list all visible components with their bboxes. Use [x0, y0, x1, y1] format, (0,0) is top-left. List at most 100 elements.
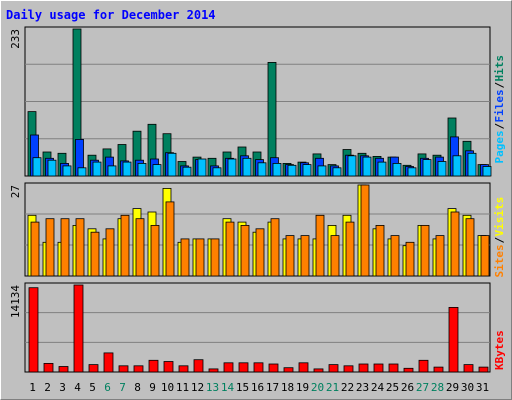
x-tick-label-30: 30 [461, 381, 474, 394]
x-tick-label-2: 2 [44, 381, 51, 394]
bar-pages-day-22 [347, 155, 357, 177]
legend-hits: Hits [493, 55, 506, 82]
legend-separator: / [493, 123, 506, 130]
bar-pages-day-12 [197, 158, 207, 177]
bar-sites-day-10 [165, 201, 175, 277]
bar-kbytes-day-20 [313, 368, 324, 373]
x-tick-label-5: 5 [89, 381, 96, 394]
bar-pages-day-2 [47, 159, 57, 177]
x-tick-label-19: 19 [296, 381, 309, 394]
bar-pages-day-11 [182, 166, 192, 177]
bar-kbytes-day-13 [208, 368, 219, 373]
bar-sites-day-4 [75, 218, 85, 277]
panel-kbytes [24, 282, 491, 373]
bar-kbytes-day-19 [298, 362, 309, 373]
bar-kbytes-day-10 [163, 361, 174, 373]
bar-sites-day-17 [270, 218, 280, 277]
bar-sites-day-29 [450, 211, 460, 277]
bar-pages-day-10 [167, 152, 177, 177]
bar-kbytes-day-1 [28, 287, 39, 373]
legend-separator: / [493, 237, 506, 244]
bar-sites-day-15 [240, 224, 250, 277]
bar-pages-day-7 [122, 161, 132, 177]
bar-pages-day-20 [317, 165, 327, 177]
legend-files: Files [493, 89, 506, 122]
chart-title: Daily usage for December 2014 [6, 8, 216, 22]
bar-pages-day-1 [32, 157, 42, 177]
bar-kbytes-day-17 [268, 363, 279, 373]
bar-pages-day-3 [62, 165, 72, 177]
x-tick-label-9: 9 [149, 381, 156, 394]
bar-sites-day-11 [180, 238, 190, 277]
bar-pages-day-17 [272, 162, 282, 177]
bar-sites-day-9 [150, 224, 160, 277]
legend-separator: / [493, 82, 506, 89]
bar-kbytes-day-24 [373, 363, 384, 373]
x-tick-label-17: 17 [266, 381, 279, 394]
bar-kbytes-day-8 [133, 365, 144, 373]
bar-sites-day-2 [45, 218, 55, 277]
x-tick-label-23: 23 [356, 381, 369, 394]
bar-pages-day-4 [77, 167, 87, 177]
bar-kbytes-day-25 [388, 363, 399, 373]
bar-kbytes-day-5 [88, 364, 99, 373]
bar-sites-day-3 [60, 218, 70, 277]
x-tick-label-25: 25 [386, 381, 399, 394]
bar-sites-day-19 [300, 235, 310, 277]
bar-kbytes-day-12 [193, 359, 204, 373]
bar-sites-day-22 [345, 221, 355, 277]
x-tick-label-16: 16 [251, 381, 264, 394]
bar-pages-day-18 [287, 164, 297, 177]
bar-sites-day-23 [360, 184, 370, 277]
bar-pages-day-5 [92, 161, 102, 177]
x-tick-label-6: 6 [104, 381, 111, 394]
bar-sites-day-31 [480, 235, 490, 277]
x-tick-label-21: 21 [326, 381, 339, 394]
bar-sites-day-28 [435, 235, 445, 277]
bar-sites-day-8 [135, 218, 145, 277]
x-tick-label-27: 27 [416, 381, 429, 394]
x-tick-label-4: 4 [74, 381, 81, 394]
x-tick-label-15: 15 [236, 381, 249, 394]
bar-pages-day-24 [377, 161, 387, 177]
bar-kbytes-day-31 [478, 366, 489, 373]
x-tick-label-10: 10 [161, 381, 174, 394]
bar-pages-day-29 [452, 155, 462, 177]
bar-kbytes-day-18 [283, 367, 294, 373]
bar-kbytes-day-6 [103, 352, 114, 373]
bar-kbytes-day-23 [358, 363, 369, 373]
bar-kbytes-day-2 [43, 362, 54, 373]
bar-kbytes-day-21 [328, 364, 339, 373]
bar-sites-day-25 [390, 235, 400, 277]
x-tick-label-8: 8 [134, 381, 141, 394]
bar-sites-day-24 [375, 224, 385, 277]
bar-pages-day-19 [302, 164, 312, 177]
bar-sites-day-12 [195, 238, 205, 277]
x-tick-label-3: 3 [59, 381, 66, 394]
bar-pages-day-27 [422, 159, 432, 177]
bar-pages-day-6 [107, 165, 117, 177]
x-tick-label-24: 24 [371, 381, 385, 394]
x-tick-label-22: 22 [341, 381, 354, 394]
bar-kbytes-day-29 [448, 306, 459, 373]
legend-pages: Pages [493, 130, 506, 163]
x-tick-label-1: 1 [29, 381, 36, 394]
bar-kbytes-day-27 [418, 359, 429, 373]
bar-kbytes-day-9 [148, 359, 159, 373]
bar-kbytes-day-28 [433, 366, 444, 373]
bar-sites-day-21 [330, 235, 340, 277]
x-tick-label-11: 11 [176, 381, 189, 394]
bar-pages-day-25 [392, 162, 402, 177]
bar-sites-day-16 [255, 228, 265, 277]
bar-pages-day-21 [332, 167, 342, 177]
bar-sites-day-14 [225, 221, 235, 277]
x-tick-label-14: 14 [221, 381, 235, 394]
bar-kbytes-day-26 [403, 367, 414, 373]
bar-pages-day-30 [467, 152, 477, 177]
y-max-label: 14134 [9, 285, 22, 318]
y-max-label: 27 [9, 185, 22, 198]
bar-pages-day-9 [152, 164, 162, 177]
bar-sites-day-20 [315, 214, 325, 277]
x-tick-label-13: 13 [206, 381, 219, 394]
bar-sites-day-27 [420, 224, 430, 277]
